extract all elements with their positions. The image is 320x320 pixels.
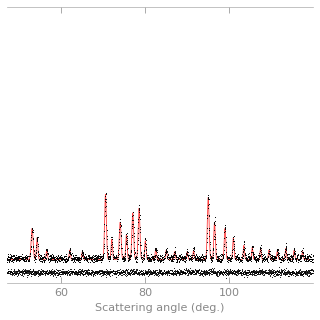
X-axis label: Scattering angle (deg.): Scattering angle (deg.) — [95, 303, 225, 313]
